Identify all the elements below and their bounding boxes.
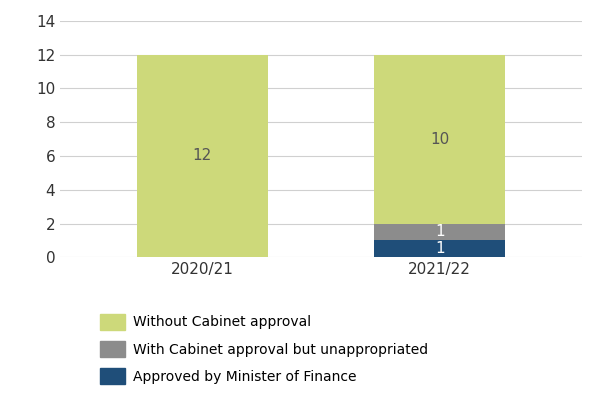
Text: 1: 1 <box>435 225 445 239</box>
Text: 12: 12 <box>193 149 212 164</box>
Bar <box>374 224 505 240</box>
Bar <box>374 240 505 257</box>
Bar <box>374 54 505 224</box>
Bar <box>137 54 268 257</box>
Text: 10: 10 <box>430 132 449 146</box>
Legend: Without Cabinet approval, With Cabinet approval but unappropriated, Approved by : Without Cabinet approval, With Cabinet a… <box>93 307 436 391</box>
Text: 1: 1 <box>435 242 445 256</box>
